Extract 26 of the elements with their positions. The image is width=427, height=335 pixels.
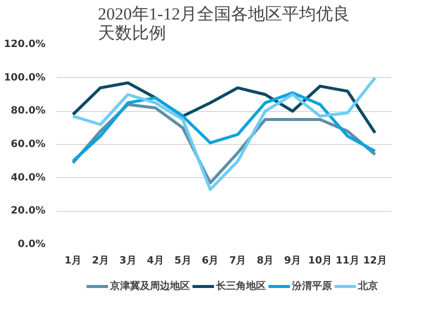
x-tick-label: 11月 bbox=[336, 256, 360, 266]
y-tick-label: 20.0% bbox=[10, 206, 46, 217]
y-tick-label: 40.0% bbox=[10, 172, 46, 184]
x-tick-label: 5月 bbox=[174, 256, 192, 266]
y-tick-label: 0.0% bbox=[18, 239, 46, 250]
x-tick-label: 6月 bbox=[202, 256, 219, 266]
x-tick-label: 4月 bbox=[146, 256, 164, 266]
line-series bbox=[71, 76, 377, 191]
legend-label: 京津冀及周边地区 bbox=[110, 279, 190, 293]
x-tick-label: 7月 bbox=[229, 256, 246, 266]
x-tick-label: 3月 bbox=[119, 256, 136, 266]
x-tick-label: 1月 bbox=[64, 256, 82, 266]
legend-label: 北京 bbox=[358, 279, 378, 293]
x-tick-label: 9月 bbox=[284, 256, 302, 266]
y-tick-label: 80.0% bbox=[10, 106, 46, 117]
chart-title: 2020年1-12月全国各地区平均优良天数比例 bbox=[98, 4, 350, 42]
y-tick-label: 120.0% bbox=[4, 39, 46, 50]
x-tick-label: 8月 bbox=[256, 256, 274, 266]
line-series bbox=[71, 91, 377, 163]
legend-label: 汾渭平原 bbox=[292, 280, 332, 293]
x-tick-label: 2月 bbox=[92, 256, 109, 266]
y-tick-label: 60.0% bbox=[10, 139, 46, 150]
legend-label: 长三角地区 bbox=[216, 280, 266, 293]
x-tick-label: 10月 bbox=[308, 256, 332, 266]
y-tick-label: 100.0% bbox=[4, 72, 46, 84]
x-tick-label: 12月 bbox=[363, 256, 387, 266]
